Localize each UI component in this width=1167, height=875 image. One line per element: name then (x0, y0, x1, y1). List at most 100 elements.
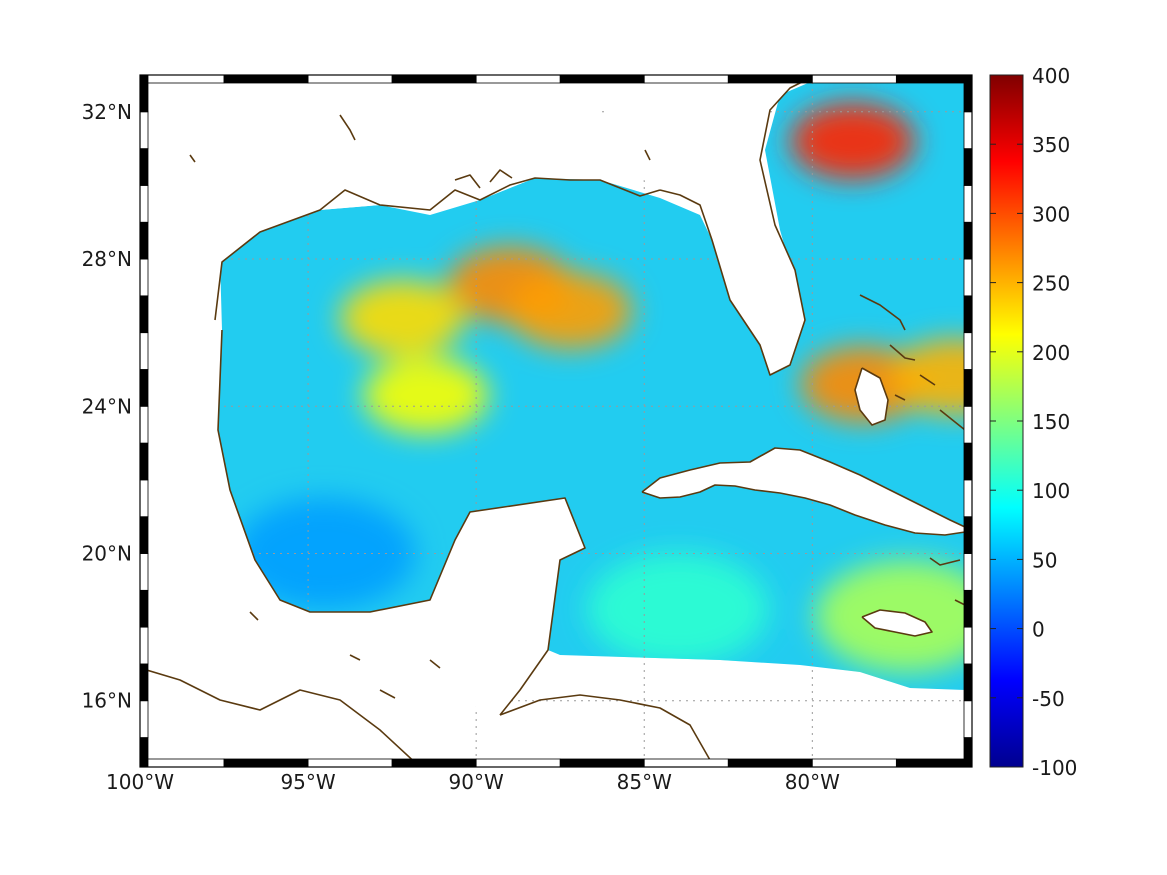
colorbar-tick-label: 100 (1032, 479, 1070, 503)
latitude-tick-label: 32°N (82, 100, 132, 124)
frame-segment-left (139, 185, 149, 223)
frame-segment-right (963, 185, 973, 223)
frame-segment-bottom (811, 758, 897, 768)
latitude-tick-label: 28°N (82, 247, 132, 271)
frame-border (139, 74, 973, 768)
frame-segment-left (139, 369, 149, 407)
longitude-tick-label: 90°W (449, 770, 504, 794)
longitude-tick-label: 85°W (617, 770, 672, 794)
frame-segment-left (139, 700, 149, 738)
jamaica-land (862, 610, 932, 636)
frame-segment-right (963, 700, 973, 738)
frame-segment-right (963, 479, 973, 518)
colorbar: 400 350 300 250 200 150 100 50 0 -50 -100 (989, 64, 1077, 780)
frame-segment-bottom (475, 758, 561, 768)
andros-land (855, 368, 888, 425)
frame-segment-top (727, 74, 813, 84)
longitude-tick-label: 100°W (106, 770, 174, 794)
frame-segment-top (895, 74, 973, 84)
colorbar-tick-label: -100 (1032, 756, 1077, 780)
frame-segment-left (139, 553, 149, 591)
longitude-tick-label: 95°W (280, 770, 335, 794)
frame-segment-top (475, 74, 561, 84)
field-feature-bay-of-campeche-minimum (233, 497, 416, 610)
colorbar-tick-label: 50 (1032, 548, 1057, 572)
field-feature-central-band (363, 356, 489, 434)
frame-segment-left (139, 332, 149, 370)
cuba-land (642, 448, 965, 535)
frame-segment-left (139, 626, 149, 665)
frame-segment-top (307, 74, 393, 84)
frame-segment-bottom (895, 758, 973, 768)
frame-segment-left (139, 479, 149, 518)
frame-segment-left (139, 258, 149, 297)
frame-segment-right (963, 332, 973, 370)
graticule (139, 75, 972, 767)
frame-segment-right (963, 369, 973, 407)
frame-segment-bottom (727, 758, 813, 768)
frame-segment-top (811, 74, 897, 84)
frame-segment-right (963, 74, 973, 113)
frame-segment-top (391, 74, 477, 84)
colorbar-tick-label: 350 (1032, 133, 1070, 157)
frame-segment-bottom (559, 758, 645, 768)
frame-segment-left (139, 74, 149, 113)
frame-segment-right (963, 516, 973, 554)
frame-segment-right (963, 221, 973, 260)
frame-segment-top (643, 74, 729, 84)
frame-segment-right (963, 442, 973, 481)
colorbar-tick-label: 200 (1032, 341, 1070, 365)
frame-segment-top (139, 74, 225, 84)
frame-segment-left (139, 516, 149, 554)
frame-segment-bottom (307, 758, 393, 768)
frame-segment-right (963, 295, 973, 334)
mexico-land (140, 330, 585, 767)
frame-segment-right (963, 737, 973, 768)
frame-segment-left (139, 111, 149, 150)
map-frame (139, 74, 973, 768)
frame-segment-left (139, 589, 149, 628)
landmasses (140, 75, 966, 767)
colorbar-ticks: 400 350 300 250 200 150 100 50 0 -50 -100 (990, 64, 1077, 780)
frame-segment-bottom (391, 758, 477, 768)
frame-segment-right (963, 589, 973, 628)
frame-segment-left (139, 405, 149, 444)
field-feature-east-bahamas (891, 338, 965, 416)
field-feature-loop-current-eddy-east (507, 272, 633, 349)
frame-segment-right (963, 626, 973, 665)
longitude-labels: 100°W 95°W 90°W 85°W 80°W (106, 770, 840, 794)
frame-segment-left (139, 221, 149, 260)
colorbar-tick-label: -50 (1032, 687, 1065, 711)
colorbar-tick-label: 0 (1032, 618, 1045, 642)
frame-segment-left (139, 295, 149, 334)
colorbar-tick-label: 250 (1032, 272, 1070, 296)
latitude-tick-label: 24°N (82, 394, 132, 418)
frame-segment-top (559, 74, 645, 84)
colorbar-tick-label: 300 (1032, 202, 1070, 226)
frame-segment-left (139, 663, 149, 702)
us-gulf-coast-land (140, 75, 600, 330)
colorbar-tick-label: 150 (1032, 410, 1070, 434)
frame-segment-right (963, 148, 973, 186)
frame-segment-bottom (139, 758, 225, 768)
frame-segment-top (223, 74, 309, 84)
frame-segment-right (963, 663, 973, 702)
frame-segment-bottom (223, 758, 309, 768)
field-feature-western-eddy (339, 279, 465, 357)
latitude-tick-label: 16°N (82, 689, 132, 713)
frame-segment-left (139, 148, 149, 186)
longitude-tick-label: 80°W (785, 770, 840, 794)
frame-segment-left (139, 737, 149, 768)
field-feature-western-caribbean (586, 552, 769, 665)
frame-segment-right (963, 553, 973, 591)
field-feature-gulf-stream-maximum (790, 102, 916, 180)
florida-land (600, 78, 810, 375)
frame-segment-right (963, 405, 973, 444)
frame-segment-left (139, 442, 149, 481)
frame-segment-right (963, 258, 973, 297)
frame-segment-right (963, 111, 973, 150)
latitude-labels: 32°N 28°N 24°N 20°N 16°N (82, 100, 132, 713)
latitude-tick-label: 20°N (82, 542, 132, 566)
colorbar-tick-label: 400 (1032, 64, 1070, 88)
